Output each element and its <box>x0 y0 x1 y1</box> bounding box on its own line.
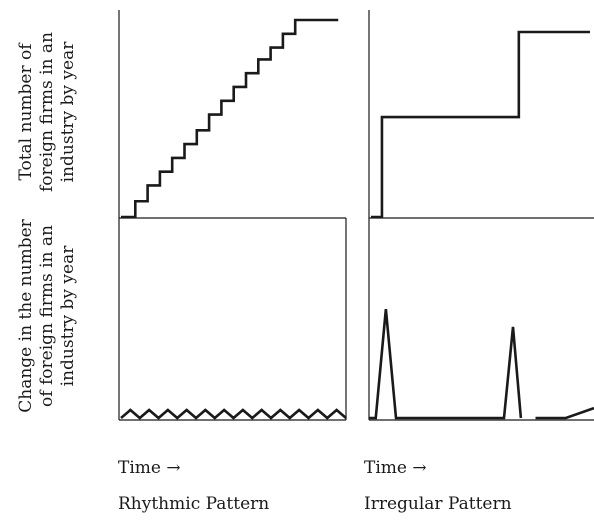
y-axis-label-line: foreign firms in an <box>37 32 57 192</box>
series-irregular-change-1 <box>369 308 523 420</box>
y-axis-label-line: industry by year <box>58 41 78 183</box>
y-axis-label-top: Total number of foreign firms in an indust… <box>16 32 78 192</box>
y-axis-label-line: Total number of <box>16 42 36 181</box>
y-axis-label-line: Change in the number <box>16 218 36 412</box>
y-axis-label-line: industry by year <box>58 245 78 387</box>
series-irregular-total <box>371 30 590 219</box>
y-axis-label-bottom: Change in the number of foreign firms in … <box>16 218 78 412</box>
series-irregular-change-2 <box>535 406 594 420</box>
axes <box>118 10 594 421</box>
x-axis-label-right: Time → <box>364 458 427 478</box>
caption-irregular: Irregular Pattern <box>364 494 512 514</box>
x-axis-label-left: Time → <box>118 458 181 478</box>
caption-rhythmic: Rhythmic Pattern <box>118 494 270 514</box>
series-rhythmic-change <box>120 408 347 420</box>
y-axis-label-line: of foreign firms in an <box>37 225 57 407</box>
series-rhythmic-total <box>121 18 339 219</box>
